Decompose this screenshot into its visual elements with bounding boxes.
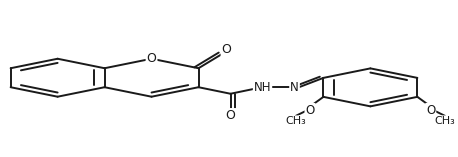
Text: O: O [426, 104, 435, 117]
Text: O: O [226, 109, 235, 122]
Text: O: O [222, 43, 231, 56]
Text: CH₃: CH₃ [285, 116, 306, 126]
Text: CH₃: CH₃ [435, 116, 455, 126]
Text: O: O [147, 52, 157, 65]
Text: O: O [305, 104, 315, 117]
Text: N: N [290, 81, 299, 94]
Text: NH: NH [254, 81, 271, 94]
